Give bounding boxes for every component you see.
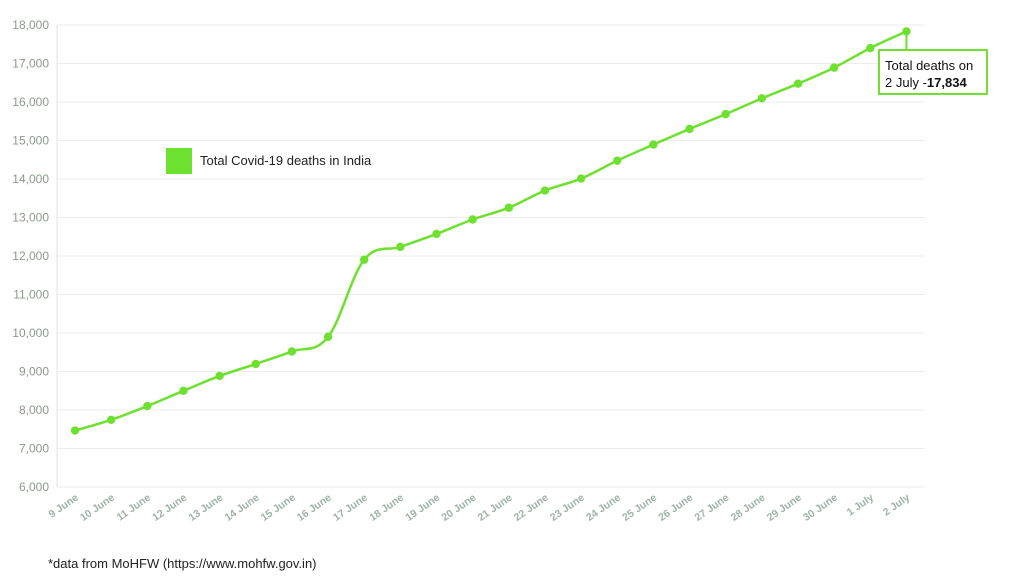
x-tick-label: 9 June: [47, 492, 81, 521]
data-point: [251, 359, 260, 369]
y-tick-label: 17,000: [12, 57, 49, 71]
legend-label: Total Covid-19 deaths in India: [200, 153, 372, 168]
data-point: [576, 174, 586, 183]
y-tick-label: 12,000: [12, 249, 49, 263]
data-point: [721, 109, 730, 119]
data-point: [829, 63, 839, 72]
legend-swatch: [166, 148, 192, 174]
x-tick-label: 28 June: [729, 492, 768, 524]
data-point: [468, 215, 477, 224]
x-tick-label: 29 June: [765, 492, 804, 524]
x-tick-label: 26 June: [656, 492, 695, 524]
x-tick-label: 12 June: [150, 492, 189, 524]
data-point: [685, 124, 694, 134]
data-point: [649, 140, 658, 149]
x-tick-label: 24 June: [584, 492, 623, 524]
annotation-line-1: Total deaths on: [885, 58, 974, 73]
x-tick-label: 1 July: [845, 492, 876, 519]
data-point: [143, 401, 152, 411]
data-point: [504, 203, 513, 212]
y-tick-label: 6,000: [19, 480, 49, 494]
y-tick-label: 10,000: [12, 326, 49, 340]
x-tick-label: 10 June: [78, 492, 117, 524]
x-tick-label: 22 June: [512, 492, 551, 524]
x-tick-label: 25 June: [620, 492, 659, 524]
y-tick-label: 14,000: [12, 172, 49, 186]
y-tick-label: 16,000: [12, 95, 49, 109]
x-tick-label: 14 June: [223, 492, 262, 524]
data-point: [323, 332, 333, 342]
data-point: [396, 242, 405, 252]
source-footnote: *data from MoHFW (https://www.mohfw.gov.…: [48, 556, 317, 571]
x-tick-label: 2 July: [881, 492, 912, 519]
x-tick-label: 23 June: [548, 492, 587, 524]
x-tick-label: 13 June: [186, 492, 225, 524]
x-tick-label: 11 June: [115, 492, 154, 524]
annotation-box: Total deaths on 2 July -17,834: [878, 49, 988, 95]
x-tick-label: 15 June: [259, 492, 298, 524]
x-tick-label: 18 June: [367, 492, 406, 524]
y-axis-ticks: 6,000 7,000 8,000 9,000 10,000 11,000 12,000 13…: [12, 18, 49, 494]
annotation-line-2: 2 July -17,834: [885, 74, 986, 91]
y-tick-label: 7,000: [19, 442, 49, 456]
data-point: [432, 229, 441, 239]
data-point: [179, 386, 188, 396]
legend: Total Covid-19 deaths in India: [166, 148, 372, 174]
y-tick-label: 11,000: [13, 288, 49, 302]
annotation-value: 17,834: [926, 75, 967, 90]
y-tick-label: 13,000: [12, 211, 49, 225]
x-tick-label: 16 June: [295, 492, 334, 524]
data-point: [613, 156, 622, 165]
data-point: [360, 255, 369, 264]
y-tick-label: 9,000: [19, 365, 49, 379]
data-points: [70, 27, 911, 435]
x-tick-label: 21 June: [476, 492, 515, 524]
series-line-total-deaths: [74, 30, 907, 432]
grid-lines: [56, 24, 925, 488]
data-point: [866, 43, 875, 53]
y-tick-label: 18,000: [12, 18, 49, 32]
x-tick-label: 20 June: [439, 492, 478, 524]
data-point: [540, 186, 550, 195]
data-point: [287, 347, 297, 356]
x-tick-label: 19 June: [403, 492, 442, 524]
x-tick-label: 30 June: [801, 492, 840, 524]
x-tick-label: 17 June: [331, 492, 370, 524]
annotation-date: 2 July -: [885, 75, 927, 90]
data-point: [215, 371, 224, 381]
data-point: [793, 79, 803, 88]
x-tick-label: 27 June: [693, 492, 732, 524]
data-point: [106, 415, 116, 425]
y-tick-label: 8,000: [19, 403, 49, 417]
data-point: [70, 426, 80, 435]
y-tick-label: 15,000: [12, 134, 49, 148]
data-point: [757, 94, 767, 103]
